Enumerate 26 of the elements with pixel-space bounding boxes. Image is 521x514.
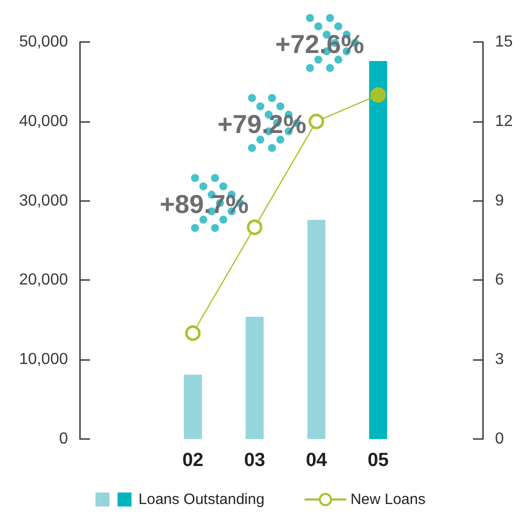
- legend-label: New Loans: [350, 491, 426, 508]
- y2-tick-label: 0: [495, 430, 504, 448]
- y-tick-label: 10,000: [19, 351, 68, 368]
- legend-label: Loans Outstanding: [138, 491, 264, 508]
- bar: [369, 61, 388, 439]
- y2-tick-label: 3: [495, 351, 504, 368]
- y2-tick-label: 15: [495, 34, 513, 50]
- x-tick-label: 04: [306, 450, 328, 471]
- y2-tick-label: 9: [495, 192, 504, 210]
- point: [246, 220, 262, 236]
- y-tick-label: 20,000: [19, 272, 68, 289]
- bar: [184, 374, 202, 439]
- y-tick-label: 50,000: [19, 34, 68, 50]
- y2-tick-label: 12: [495, 112, 513, 130]
- bar: [246, 316, 264, 439]
- bar: [307, 220, 326, 439]
- point: [370, 87, 386, 103]
- point: [308, 114, 324, 130]
- y2-tick-label: 6: [495, 272, 504, 289]
- x-tick-label: 05: [368, 450, 390, 471]
- y-tick-label: 0: [59, 430, 68, 448]
- x-tick-label: 02: [182, 450, 204, 471]
- y-tick-label: 30,000: [19, 192, 68, 210]
- x-tick-label: 03: [244, 450, 266, 471]
- point: [185, 325, 201, 341]
- y-tick-label: 40,000: [19, 112, 68, 130]
